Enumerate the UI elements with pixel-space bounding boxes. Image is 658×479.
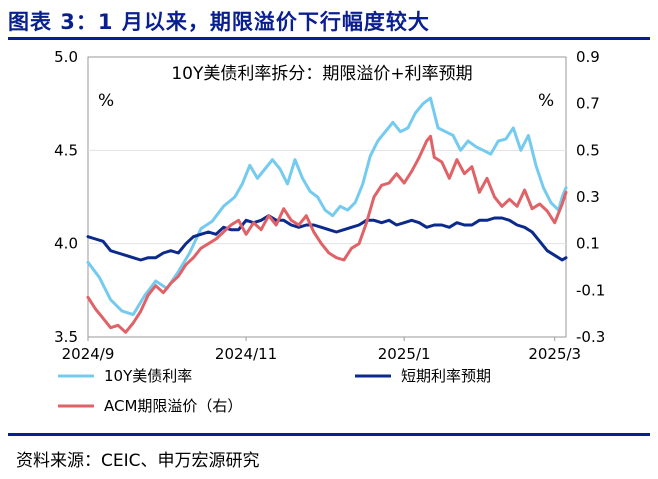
- right-tick-label: 0.3: [576, 188, 600, 206]
- x-tick-label: 2024/11: [215, 345, 277, 363]
- legend-label: 10Y美债利率: [104, 367, 192, 385]
- source-note: 资料来源：CEIC、申万宏源研究: [16, 451, 260, 471]
- title-rule: [8, 37, 650, 40]
- right-unit-label: %: [538, 91, 554, 111]
- left-axis-ticks: 5.0 4.5 4.0 3.5: [54, 48, 78, 346]
- left-tick-label: 4.5: [54, 141, 78, 159]
- x-tick-label: 2024/9: [62, 345, 115, 363]
- right-tick-label: -0.1: [576, 281, 605, 299]
- legend-label: ACM期限溢价（右）: [104, 397, 242, 415]
- series-line-1: [86, 96, 568, 317]
- chart-title: 10Y美债利率拆分：期限溢价+利率预期: [171, 64, 472, 84]
- series-lines: [86, 96, 568, 334]
- series-line-2: [86, 214, 568, 262]
- left-tick-label: 3.5: [54, 328, 78, 346]
- chart: 2024/9 2024/11 2025/1 2025/3 5.0 4.5 4.0 3.5 0…: [54, 48, 605, 415]
- x-axis-ticks: 2024/9 2024/11 2025/1 2025/3: [62, 337, 581, 363]
- right-axis-ticks: 0.9 0.7 0.5 0.3 0.1 -0.1 -0.3: [576, 48, 605, 346]
- legend: 10Y美债利率 短期利率预期 ACM期限溢价（右）: [58, 367, 491, 415]
- right-tick-label: 0.7: [576, 95, 600, 113]
- legend-label: 短期利率预期: [401, 367, 491, 385]
- left-unit-label: %: [98, 91, 114, 111]
- left-tick-label: 4.0: [54, 235, 78, 253]
- x-tick-label: 2025/3: [528, 345, 581, 363]
- right-tick-label: -0.3: [576, 328, 605, 346]
- x-tick-label: 2025/1: [378, 345, 431, 363]
- right-tick-label: 0.9: [576, 48, 600, 66]
- left-tick-label: 5.0: [54, 48, 78, 66]
- figure-title: 图表 3：1 月以来，期限溢价下行幅度较大: [8, 10, 430, 34]
- series-line-3: [86, 134, 568, 334]
- source-rule: [8, 433, 650, 436]
- right-tick-label: 0.5: [576, 141, 600, 159]
- right-tick-label: 0.1: [576, 235, 600, 253]
